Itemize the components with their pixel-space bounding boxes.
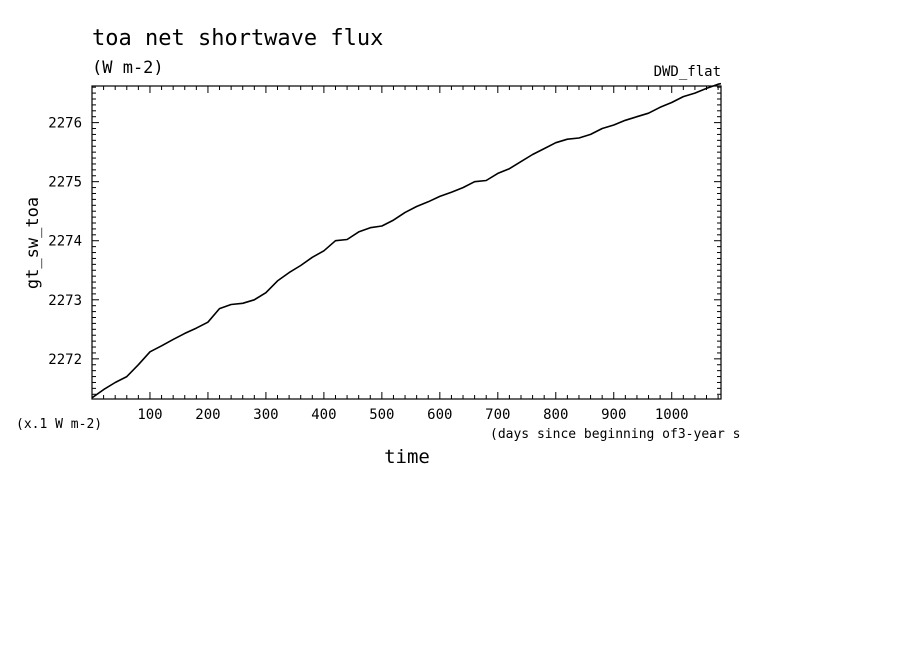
x-tick-label: 200: [195, 407, 220, 423]
y-axis-label: gt_sw_toa: [23, 197, 43, 289]
y-tick-labels: 2272 2273 2274 2275 2276: [48, 116, 82, 368]
tick-marks: [92, 86, 721, 399]
x-tick-label: 700: [485, 407, 510, 423]
chart-title: toa net shortwave flux: [92, 26, 383, 51]
y-tick-label: 2272: [48, 352, 82, 368]
plot-frame: [91, 85, 722, 400]
x-tick-labels: 100 200 300 400 500 600 700 800 900 1000: [137, 407, 688, 423]
chart-tag: DWD_flat: [654, 64, 721, 80]
x-axis-label: time: [384, 446, 430, 468]
y-tick-label: 2275: [48, 175, 82, 191]
y-tick-label: 2273: [48, 293, 82, 309]
x-tick-label: 300: [253, 407, 278, 423]
series-line: [91, 82, 722, 399]
y-tick-label: 2276: [48, 116, 82, 132]
x-tick-label: 600: [427, 407, 452, 423]
x-tick-label: 400: [311, 407, 336, 423]
x-tick-label: 500: [369, 407, 394, 423]
y-tick-label: 2274: [48, 234, 82, 250]
x-tick-label: 800: [543, 407, 568, 423]
x-tick-label: 100: [137, 407, 162, 423]
x-tick-label: 1000: [655, 407, 689, 423]
chart-subtitle: (W m-2): [92, 58, 164, 78]
x-units-note: (days since beginning of3-year s: [490, 427, 740, 442]
x-tick-label: 900: [601, 407, 626, 423]
y-units-note: (x.1 W m-2): [16, 417, 102, 432]
